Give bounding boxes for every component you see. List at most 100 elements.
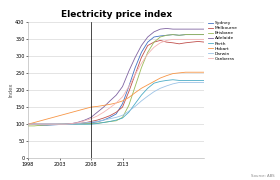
Melbourne <box>165 41 168 43</box>
Melbourne <box>52 123 55 125</box>
Adelaide <box>108 100 111 102</box>
Darwin <box>89 121 93 123</box>
Adelaide <box>58 123 61 125</box>
Sydney <box>152 36 156 38</box>
Brisbane <box>196 33 200 36</box>
Sydney <box>108 116 111 118</box>
Melbourne <box>127 91 130 93</box>
Perth <box>178 79 181 82</box>
Melbourne <box>58 123 61 125</box>
Darwin <box>121 114 124 116</box>
Canberra <box>190 38 193 40</box>
Canberra <box>133 73 137 76</box>
Brisbane <box>58 123 61 125</box>
Hobart <box>127 96 130 99</box>
Adelaide <box>152 31 156 33</box>
Brisbane <box>133 86 137 88</box>
Brisbane <box>64 123 67 125</box>
Brisbane <box>152 41 156 43</box>
Canberra <box>165 39 168 41</box>
Line: Hobart: Hobart <box>28 72 204 124</box>
Melbourne <box>115 111 118 113</box>
Hobart <box>152 80 156 82</box>
Darwin <box>203 81 206 84</box>
Hobart <box>165 75 168 77</box>
Hobart <box>52 116 55 118</box>
Sydney <box>77 122 80 125</box>
Hobart <box>178 72 181 74</box>
Adelaide <box>190 28 193 30</box>
Adelaide <box>32 123 36 125</box>
Canberra <box>140 62 143 64</box>
Perth <box>39 123 42 125</box>
Canberra <box>171 38 175 40</box>
Line: Perth: Perth <box>28 80 204 124</box>
Hobart <box>121 100 124 102</box>
Melbourne <box>95 119 99 121</box>
Hobart <box>108 103 111 105</box>
Y-axis label: Index: Index <box>9 83 14 97</box>
Brisbane <box>190 33 193 36</box>
Canberra <box>52 123 55 125</box>
Canberra <box>32 123 36 125</box>
Melbourne <box>152 41 156 43</box>
Perth <box>58 123 61 125</box>
Darwin <box>39 123 42 125</box>
Line: Adelaide: Adelaide <box>28 28 204 124</box>
Darwin <box>127 110 130 112</box>
Melbourne <box>121 106 124 108</box>
Brisbane <box>32 125 36 127</box>
Canberra <box>70 122 74 125</box>
Canberra <box>26 123 30 125</box>
Canberra <box>102 111 105 113</box>
Melbourne <box>45 123 49 125</box>
Hobart <box>140 87 143 89</box>
Brisbane <box>178 34 181 36</box>
Sydney <box>203 33 206 36</box>
Sydney <box>95 121 99 123</box>
Line: Canberra: Canberra <box>28 39 204 124</box>
Hobart <box>45 118 49 120</box>
Hobart <box>115 102 118 104</box>
Melbourne <box>184 42 187 44</box>
Canberra <box>83 120 86 122</box>
Darwin <box>102 119 105 121</box>
Adelaide <box>64 123 67 125</box>
Perth <box>190 79 193 82</box>
Adelaide <box>102 106 105 108</box>
Sydney <box>165 34 168 36</box>
Adelaide <box>184 28 187 30</box>
Hobart <box>39 120 42 122</box>
Melbourne <box>146 44 150 47</box>
Brisbane <box>102 121 105 123</box>
Brisbane <box>77 123 80 125</box>
Sydney <box>115 113 118 115</box>
Darwin <box>133 105 137 107</box>
Canberra <box>89 118 93 120</box>
Hobart <box>196 71 200 73</box>
Perth <box>89 123 93 125</box>
Melbourne <box>70 123 74 125</box>
Sydney <box>32 123 36 125</box>
Darwin <box>190 81 193 84</box>
Canberra <box>146 53 150 55</box>
Darwin <box>158 87 162 89</box>
Hobart <box>190 71 193 73</box>
Darwin <box>32 123 36 125</box>
Darwin <box>58 123 61 125</box>
Brisbane <box>121 116 124 118</box>
Adelaide <box>45 123 49 125</box>
Darwin <box>140 100 143 102</box>
Canberra <box>45 123 49 125</box>
Sydney <box>146 41 150 43</box>
Sydney <box>133 67 137 69</box>
Sydney <box>140 51 143 53</box>
Perth <box>45 123 49 125</box>
Adelaide <box>70 122 74 125</box>
Hobart <box>146 84 150 86</box>
Hobart <box>184 71 187 73</box>
Adelaide <box>165 27 168 30</box>
Perth <box>70 123 74 125</box>
Brisbane <box>140 67 143 69</box>
Brisbane <box>184 33 187 36</box>
